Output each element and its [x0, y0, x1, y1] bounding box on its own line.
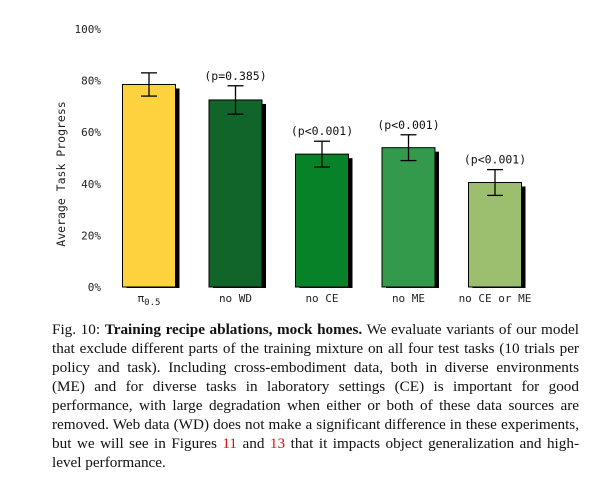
- y-tick-label: 0%: [88, 281, 102, 294]
- y-tick-label: 20%: [81, 229, 101, 242]
- bar: [468, 182, 522, 288]
- y-tick-label: 60%: [81, 126, 101, 139]
- bar: [122, 83, 176, 288]
- p-value-annotation: (p<0.001): [464, 153, 526, 167]
- x-tick-label: no ME: [392, 292, 425, 305]
- y-tick-label: 40%: [81, 178, 101, 191]
- p-value-annotation: (p<0.001): [291, 124, 353, 138]
- x-tick-label: π0.5: [138, 292, 161, 308]
- caption-text: We evaluate variants of our model that e…: [52, 321, 579, 452]
- figure-caption: Fig. 10: Training recipe ablations, mock…: [52, 320, 579, 472]
- x-tick-label: no CE or ME: [459, 292, 532, 305]
- caption-label: Fig. 10:: [52, 321, 101, 338]
- y-axis-label: Average Task Progress: [54, 101, 68, 246]
- bar: [295, 153, 349, 288]
- bar: [208, 99, 263, 288]
- y-tick-label: 80%: [81, 75, 101, 88]
- caption-and: and: [242, 435, 265, 452]
- caption-text-end: that it impacts object generalization an…: [52, 435, 580, 471]
- caption-title: Training recipe ablations, mock homes.: [104, 321, 363, 338]
- bar-chart: 0% 20% 40% 60% 80% 100% π0.5 no WD no CE no ME no …: [54, 23, 532, 308]
- p-value-annotation: (p=0.385): [204, 69, 266, 83]
- p-value-annotation: (p<0.001): [377, 118, 439, 132]
- x-tick-label: no CE: [305, 292, 338, 305]
- bar: [381, 147, 436, 288]
- y-tick-label: 100%: [75, 23, 102, 36]
- chart-axes: 0% 20% 40% 60% 80% 100% π0.5 no WD no CE no ME no …: [75, 23, 532, 308]
- figure-reference-link[interactable]: 13: [269, 435, 286, 452]
- x-tick-label: no WD: [219, 292, 252, 305]
- figure-reference-link[interactable]: 11: [222, 435, 238, 452]
- chart-bars: (p=0.385) (p<0.001) (p<0.001) (p<0.001): [122, 69, 526, 288]
